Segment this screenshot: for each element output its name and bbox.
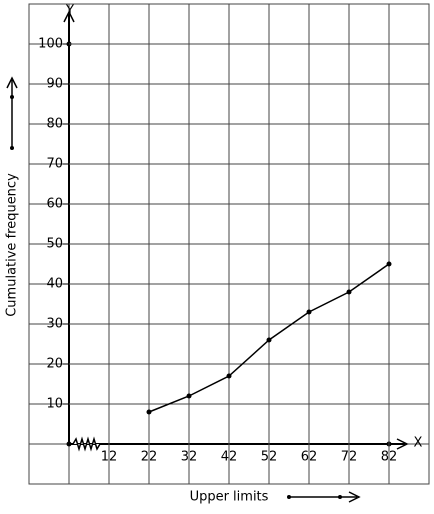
x-tick-label: 22 xyxy=(141,450,158,465)
x-axis-arrow xyxy=(396,438,409,450)
y-tick-label: 20 xyxy=(46,357,63,372)
arrow xyxy=(10,95,14,99)
y-tick-label: 70 xyxy=(46,157,63,172)
data-point xyxy=(226,373,232,379)
x-tick-label: 82 xyxy=(381,450,398,465)
data-point xyxy=(386,261,392,267)
y-tick-label: 90 xyxy=(46,77,63,92)
arrow xyxy=(6,76,18,89)
x-axis-name: X xyxy=(414,436,423,451)
data-point xyxy=(306,309,312,315)
x-tick-label: 12 xyxy=(101,450,118,465)
y-tick-label: 30 xyxy=(46,317,63,332)
x-tick-label: 52 xyxy=(261,450,278,465)
y-axis-arrow xyxy=(63,10,75,23)
y-axis-label: Cumulative frequency xyxy=(5,173,20,317)
y-tick-label: 50 xyxy=(46,237,63,252)
data-point xyxy=(346,289,352,295)
arrow xyxy=(287,495,291,499)
y-tick-label: 40 xyxy=(46,277,63,292)
arrow xyxy=(348,491,361,503)
data-point xyxy=(266,337,272,343)
y-tick-label: 60 xyxy=(46,197,63,212)
arrow xyxy=(10,146,14,150)
y-tick-label: 10 xyxy=(46,397,63,412)
data-point xyxy=(186,393,192,399)
arrow xyxy=(338,495,342,499)
x-axis-label: Upper limits xyxy=(190,490,269,505)
x-tick-label: 32 xyxy=(181,450,198,465)
origin-dot xyxy=(66,441,72,447)
data-point xyxy=(146,409,152,415)
axis-break xyxy=(72,436,101,452)
y-axis-name: Y xyxy=(65,4,74,19)
y-tick-label: 80 xyxy=(46,117,63,132)
x-tick-label: 72 xyxy=(341,450,358,465)
x-tick-label: 42 xyxy=(221,450,238,465)
y-tick-label: 100 xyxy=(38,37,63,52)
x-tick-label: 62 xyxy=(301,450,318,465)
